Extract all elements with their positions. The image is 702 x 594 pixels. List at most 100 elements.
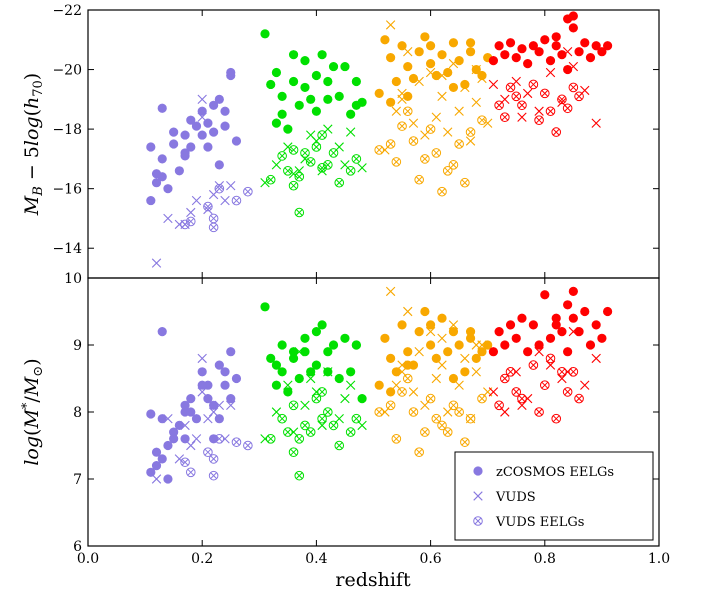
bottom-point-circlex	[528, 360, 539, 370]
top-point-circle	[226, 67, 236, 78]
top-point-circle	[191, 121, 202, 131]
top-point-circle	[540, 35, 550, 45]
bottom-point-circle	[311, 327, 322, 337]
top-point-x	[271, 160, 282, 170]
bottom-point-circle	[386, 387, 396, 397]
bottom-point-circlex	[505, 367, 516, 377]
bottom-point-circlex	[431, 413, 442, 424]
bottom-point-circle	[300, 347, 310, 357]
bottom-point-circle	[431, 353, 441, 364]
bottom-point-circlex	[454, 407, 464, 417]
top-point-circle	[391, 76, 401, 87]
bottom-point-circle	[163, 440, 173, 451]
top-point-circle	[580, 38, 590, 48]
top-ytick-label: −16	[52, 182, 82, 198]
top-point-x	[397, 94, 407, 105]
top-ytick-label: −20	[52, 63, 82, 79]
bottom-point-circlex	[294, 470, 305, 481]
bottom-ytick-label: 6	[73, 539, 82, 555]
top-point-circle	[545, 56, 556, 66]
top-point-circle	[374, 88, 384, 98]
top-point-x	[483, 118, 493, 128]
top-point-circle	[209, 127, 219, 137]
bottom-point-circle	[443, 347, 453, 357]
bottom-point-circlex	[437, 420, 447, 431]
top-point-x	[471, 64, 481, 75]
top-point-circle	[500, 50, 510, 60]
bottom-point-circle	[557, 327, 567, 337]
bottom-point-x	[397, 360, 407, 370]
top-point-circlex	[214, 183, 225, 194]
top-point-circle	[511, 53, 521, 63]
top-point-circlex	[243, 186, 253, 197]
top-point-circle	[408, 73, 419, 84]
bottom-point-circlex	[408, 407, 419, 417]
bottom-point-circlex	[300, 420, 310, 431]
top-point-x	[545, 67, 556, 78]
bottom-point-circle	[357, 394, 367, 404]
bottom-y-ticks: 6 7 8 9 10	[64, 271, 659, 555]
bottom-point-circlex	[288, 447, 299, 458]
top-point-x	[534, 106, 544, 116]
top-point-circle	[443, 67, 453, 78]
bottom-point-circle	[505, 320, 516, 330]
bottom-point-x	[454, 380, 464, 390]
top-point-circle	[209, 100, 219, 110]
top-point-circlex	[323, 160, 333, 170]
top-point-circle	[311, 106, 322, 116]
top-ytick-label: −22	[52, 3, 82, 19]
bottom-point-circle	[488, 347, 499, 357]
top-point-circlex	[328, 148, 339, 158]
top-point-x	[437, 70, 447, 81]
bottom-point-circle	[403, 360, 413, 370]
bottom-point-circle	[294, 373, 304, 384]
top-point-x	[460, 82, 470, 93]
xtick-label: 0.2	[191, 551, 213, 567]
top-point-circle	[585, 53, 596, 63]
top-point-circlex	[545, 106, 556, 117]
top-point-x	[197, 112, 207, 122]
bottom-point-circle	[226, 347, 236, 357]
top-point-circlex	[203, 201, 213, 212]
top-point-x	[522, 88, 533, 99]
top-point-circlex	[288, 145, 299, 155]
x-ticks: 0.0 0.2 0.4 0.6 0.8 1.0	[77, 10, 670, 567]
bottom-point-circle	[340, 333, 350, 343]
top-point-circle	[157, 154, 167, 164]
top-point-circle	[323, 94, 333, 104]
bottom-point-circlex	[545, 353, 556, 364]
bottom-point-circlex	[500, 373, 510, 384]
bottom-point-x	[151, 474, 162, 484]
top-point-circle	[568, 11, 578, 21]
top-point-circlex	[288, 180, 299, 191]
bottom-point-circlex	[351, 413, 362, 424]
bottom-point-circle	[426, 340, 436, 350]
top-point-x	[345, 127, 356, 137]
top-point-circle	[334, 91, 344, 101]
top-point-circlex	[208, 213, 219, 224]
top-point-circle	[351, 76, 361, 87]
bottom-point-circle	[460, 367, 470, 377]
top-point-circlex	[231, 195, 242, 206]
top-point-circle	[591, 41, 601, 51]
legend-marker	[473, 516, 483, 526]
bottom-point-circlex	[294, 434, 305, 444]
top-point-circlex	[425, 124, 436, 134]
top-point-circle	[597, 47, 607, 57]
top-point-circlex	[562, 103, 573, 114]
bottom-point-circlex	[208, 470, 219, 481]
top-point-x	[431, 112, 441, 122]
top-point-x	[591, 118, 601, 128]
bottom-point-circlex	[180, 457, 190, 468]
bottom-point-circle	[585, 340, 596, 350]
bottom-point-x	[425, 326, 436, 337]
top-point-x	[191, 195, 202, 206]
top-point-x	[197, 94, 207, 105]
bottom-point-circle	[494, 327, 504, 337]
x-axis-label: redshift	[335, 569, 411, 591]
top-point-circle	[157, 172, 167, 182]
top-point-circlex	[294, 207, 305, 218]
bottom-point-x	[294, 347, 304, 357]
bottom-point-circle	[551, 320, 561, 330]
bottom-point-circlex	[374, 407, 385, 417]
